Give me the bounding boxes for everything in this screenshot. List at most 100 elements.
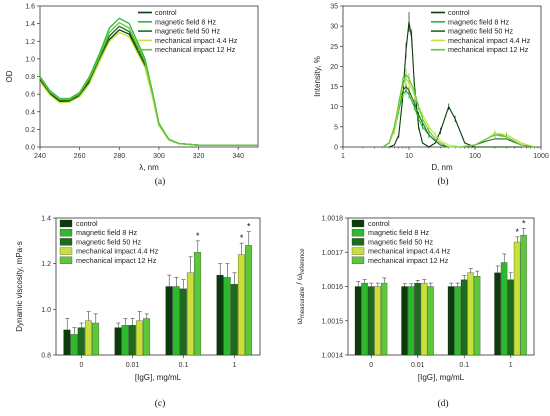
bar	[454, 286, 461, 356]
series-line	[382, 73, 535, 148]
bar	[354, 286, 362, 356]
legend-label: control	[368, 219, 390, 228]
legend-swatch	[59, 247, 73, 255]
bar	[223, 277, 231, 356]
series-line	[382, 90, 535, 148]
bar	[84, 320, 92, 356]
y-tick-label: 1.6	[25, 4, 35, 11]
y-tick-label: 20	[330, 64, 338, 71]
panel-label: (b)	[437, 176, 448, 187]
significance-mark: *	[522, 218, 526, 228]
y-tick-label: 1.0014	[322, 353, 344, 360]
legend-label: mechanical impact 12 Hz	[368, 256, 449, 265]
legend-swatch	[351, 229, 365, 237]
y-tick-label: 0.6	[25, 92, 35, 99]
legend-label: control	[155, 8, 177, 17]
bar	[194, 252, 202, 356]
bar	[245, 245, 253, 356]
plot-frame	[342, 5, 542, 148]
legend-swatch	[351, 256, 365, 264]
bar	[135, 320, 143, 356]
bar	[447, 286, 455, 356]
y-tick-label: 0.8	[25, 74, 35, 81]
bar	[380, 282, 388, 356]
y-axis-label: OD	[5, 70, 14, 82]
bar	[513, 241, 521, 356]
bar	[63, 329, 71, 356]
x-axis-label: [IgG], mg/mL	[135, 373, 182, 382]
y-axis-label: Intensity, %	[313, 56, 322, 97]
y-axis-label-part: measurable	[300, 286, 306, 318]
legend-label: mechanical impact 4.4 Hz	[368, 247, 451, 256]
y-tick-label: 5	[334, 124, 338, 131]
bar	[114, 327, 122, 356]
legend-label: mechanical impact 12 Hz	[155, 45, 236, 54]
bar	[407, 286, 415, 356]
x-tick-label: 0.01	[411, 362, 425, 369]
y-tick-label: 1.4	[41, 216, 51, 223]
series-line	[39, 22, 258, 146]
bar	[165, 286, 173, 356]
bar	[367, 286, 375, 356]
bar	[143, 318, 151, 356]
legend-label: magnetic field 8 Hz	[368, 228, 430, 237]
significance-mark: *	[240, 233, 244, 243]
x-tick-label: 1	[233, 362, 237, 369]
bar	[92, 322, 100, 356]
panel-label: (d)	[437, 398, 448, 409]
y-tick-label: 0.4	[25, 109, 35, 116]
bar	[230, 284, 238, 356]
y-tick-label: 10	[330, 104, 338, 111]
legend-label: magnetic field 8 Hz	[76, 228, 138, 237]
y-tick-label: 1.4	[25, 21, 35, 28]
panel-d-chart: 1.0014 1.0015 1.0016 1.0017 1.0018 0 0.01 0.1 1 *…	[295, 216, 535, 409]
significance-mark: *	[247, 222, 251, 232]
legend-label: mechanical impact 4.4 Hz	[76, 247, 159, 256]
x-tick-label: 1	[341, 153, 345, 160]
x-tick-label: 100	[469, 153, 481, 160]
bar	[507, 279, 514, 356]
y-tick-label: 1.2	[41, 261, 51, 268]
x-axis-label: [IgG], mg/mL	[418, 373, 465, 382]
x-tick-label: 300	[153, 153, 165, 160]
bar	[77, 327, 85, 356]
panel-label: (a)	[155, 176, 166, 187]
x-tick-label: 280	[113, 153, 125, 160]
x-tick-label: 320	[193, 153, 205, 160]
y-axis-label: Dynamic viscosity, mPa·s	[15, 241, 24, 332]
legend-label: mechanical impact 4.4 Hz	[155, 36, 238, 45]
legend-swatch	[351, 247, 365, 255]
significance-mark: *	[196, 231, 200, 241]
bar	[414, 282, 421, 356]
y-tick-label: 25	[330, 44, 338, 51]
legend-swatch	[59, 256, 73, 264]
x-tick-label: 0	[80, 362, 84, 369]
legend-swatch	[351, 219, 365, 228]
bar	[179, 288, 187, 356]
panel-b-chart: 1 10 100 1000 0 5 10 15 20 25 30 35 D, nm Intensity, …	[313, 4, 549, 188]
bar	[520, 234, 527, 356]
legend-label: magnetic field 50 Hz	[448, 27, 514, 36]
significance-mark: *	[516, 227, 520, 237]
y-tick-label: 15	[330, 84, 338, 91]
legend-label: magnetic field 8 Hz	[448, 17, 510, 26]
bar	[460, 279, 468, 356]
y-tick-label: 1.2	[25, 39, 35, 46]
y-tick-label: 1.0	[41, 307, 51, 314]
y-axis-label-part: / ω	[295, 274, 304, 287]
legend-label: control	[76, 219, 98, 228]
legend-swatch	[59, 238, 73, 246]
legend-label: magnetic field 8 Hz	[155, 17, 217, 26]
x-tick-label: 260	[74, 153, 86, 160]
y-tick-label: 1.0018	[322, 216, 344, 223]
legend-swatch	[59, 219, 73, 228]
x-tick-label: 340	[232, 153, 244, 160]
legend-swatch	[351, 238, 365, 246]
x-tick-label: 10	[405, 153, 413, 160]
y-tick-label: 1.0	[25, 56, 35, 63]
y-axis-label-part: reference	[300, 248, 306, 274]
panel-a-chart: 240 260 280 300 320 340 0.0 0.2 0.4 0.6 0.8 1.0 1.2 1…	[5, 4, 259, 187]
panel-label: (c)	[155, 398, 166, 409]
x-tick-label: 0	[369, 362, 373, 369]
